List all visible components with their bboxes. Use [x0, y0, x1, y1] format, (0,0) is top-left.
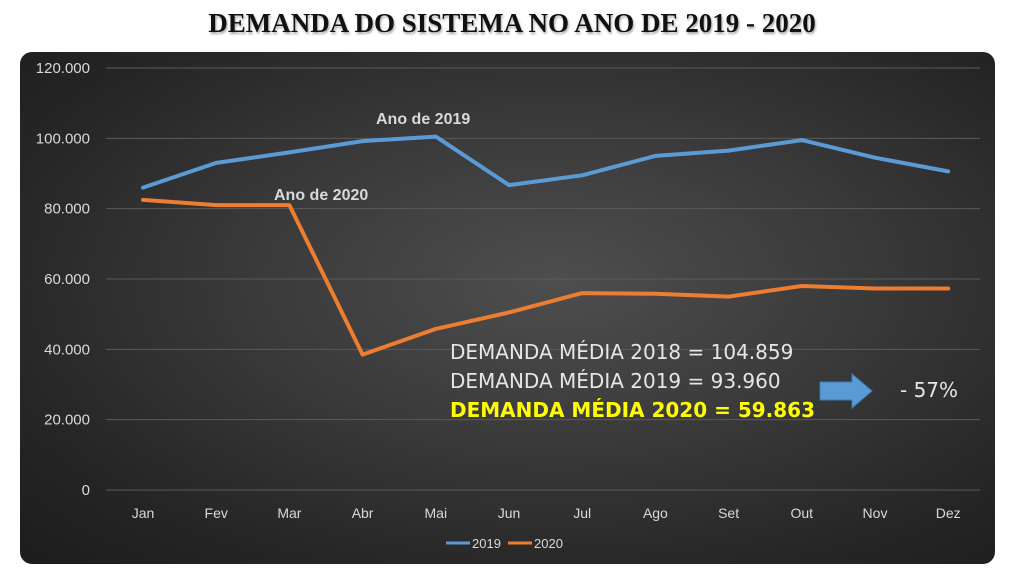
x-tick-label: Out	[791, 505, 814, 521]
x-tick-label: Ago	[643, 505, 668, 521]
average-2020-text: DEMANDA MÉDIA 2020 = 59.863	[450, 398, 815, 422]
x-tick-label: Set	[718, 505, 739, 521]
series-line-2019	[141, 134, 951, 190]
y-tick-label: 100.000	[36, 130, 90, 147]
average-2018-text: DEMANDA MÉDIA 2018 = 104.859	[450, 340, 793, 364]
y-axis-ticks: 0 20.000 40.000 60.000 80.000 100.000 120.000	[36, 60, 90, 499]
right-arrow-icon	[819, 372, 873, 410]
y-tick-label: 60.000	[44, 271, 90, 288]
y-tick-label: 120.000	[36, 60, 90, 77]
series-lines	[141, 134, 951, 357]
series-label-2020: Ano de 2020	[274, 187, 368, 204]
y-tick-label: 80.000	[44, 201, 90, 218]
y-tick-label: 40.000	[44, 341, 90, 358]
gridlines	[106, 67, 980, 491]
x-tick-label: Jun	[498, 505, 521, 521]
change-percentage-text: - 57%	[900, 378, 958, 402]
x-tick-label: Mar	[277, 505, 301, 521]
y-tick-label: 20.000	[44, 412, 90, 429]
x-tick-label: Fev	[205, 505, 228, 521]
x-tick-label: Abr	[352, 505, 374, 521]
chart-title: DEMANDA DO SISTEMA NO ANO DE 2019 - 2020	[208, 8, 816, 38]
legend: 2019 2020	[446, 536, 563, 551]
chart-panel	[20, 52, 995, 564]
x-tick-label: Jul	[573, 505, 591, 521]
legend-label-2019: 2019	[472, 536, 501, 551]
x-tick-label: Nov	[863, 505, 888, 521]
series-line-2020	[141, 197, 951, 357]
x-tick-label: Dez	[936, 505, 961, 521]
average-2019-text: DEMANDA MÉDIA 2019 = 93.960	[450, 369, 781, 393]
y-tick-label: 0	[82, 482, 90, 499]
x-tick-label: Jan	[132, 505, 155, 521]
legend-label-2020: 2020	[534, 536, 563, 551]
series-label-2019: Ano de 2019	[376, 111, 470, 128]
x-tick-label: Mai	[425, 505, 448, 521]
x-axis-ticks: Jan Fev Mar Abr Mai Jun Jul Ago Set Out Nov Dez	[132, 505, 961, 521]
